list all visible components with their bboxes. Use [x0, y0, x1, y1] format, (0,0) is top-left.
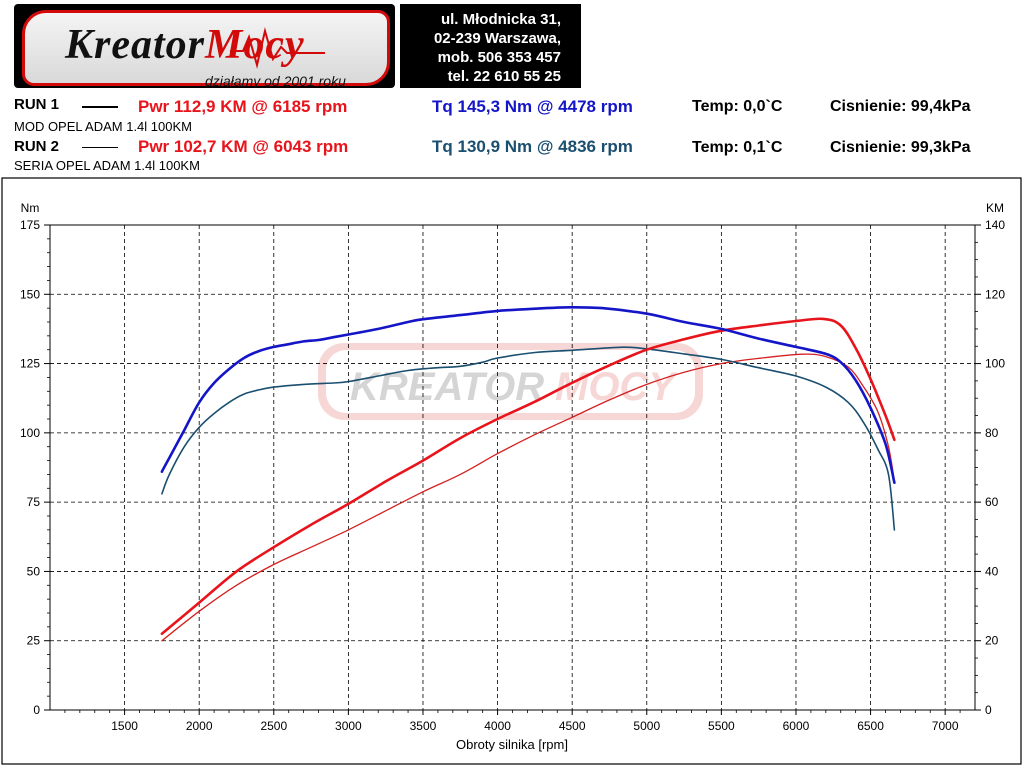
x-tick-label-7000: 7000	[932, 719, 959, 733]
y-left-tick-label-175: 175	[20, 218, 40, 232]
curve-pwr-run-2	[161, 353, 896, 642]
x-tick-label-4000: 4000	[484, 719, 511, 733]
x-tick-label-5000: 5000	[633, 719, 660, 733]
contact-mobile: mob. 506 353 457	[437, 49, 561, 66]
logo-pulse-line-icon	[230, 27, 325, 69]
curve-tq-run-2	[161, 346, 896, 531]
run1-pressure: Cisnienie: 99,4kPa	[830, 98, 971, 115]
contact-address-line1: ul. Młodnicka 31,	[440, 11, 561, 28]
y-axis-right-label: KM	[986, 201, 1004, 215]
run1-torque-summary: Tq 145,3 Nm @ 4478 rpm	[432, 97, 633, 116]
run2-torque-summary: Tq 130,9 Nm @ 4836 rpm	[432, 137, 633, 156]
plot-area-border	[49, 224, 976, 711]
run2-power-summary: Pwr 102,7 KM @ 6043 rpm	[138, 137, 349, 156]
x-tick-label-2000: 2000	[186, 719, 213, 733]
chart-axes: 1500 2000 2500 3000 3500 4000 4500 5000 5500 6000…	[20, 218, 1005, 733]
logo-panel: KreatorMocy działamy od 2001 roku	[22, 10, 390, 88]
x-tick-label-1500: 1500	[111, 719, 138, 733]
curve-tq-run-1	[160, 305, 896, 484]
chart-frame	[1, 177, 1022, 765]
x-tick-label-6500: 6500	[857, 719, 884, 733]
y-left-tick-label-75: 75	[27, 495, 41, 509]
logo-slogan: działamy od 2001 roku	[205, 73, 346, 88]
kreator-mocy-logo: KreatorMocy działamy od 2001 roku	[14, 4, 395, 88]
run2-description: SERIA OPEL ADAM 1.4l 100KM	[14, 158, 200, 173]
y-right-tick-label-0: 0	[985, 703, 992, 717]
logo-word-kreator: Kreator	[65, 22, 206, 68]
y-axis-left-label: Nm	[21, 201, 40, 215]
run1-label: RUN 1	[14, 96, 60, 113]
run2-pressure: Cisnienie: 99,3kPa	[830, 139, 971, 156]
x-tick-label-3000: 3000	[335, 719, 362, 733]
contact-phone: tel. 22 610 55 25	[447, 68, 561, 85]
run1-legend-line	[82, 106, 118, 108]
run1-power-summary: Pwr 112,9 KM @ 6185 rpm	[138, 97, 348, 116]
run2-legend-line	[82, 147, 118, 148]
y-left-tick-label-125: 125	[20, 357, 40, 371]
run2-label: RUN 2	[14, 138, 60, 155]
contact-address-line2: 02-239 Warszawa,	[433, 30, 561, 47]
y-right-tick-label-20: 20	[985, 634, 999, 648]
x-tick-label-3500: 3500	[410, 719, 437, 733]
chart-grid	[50, 225, 975, 710]
y-right-tick-label-100: 100	[985, 357, 1005, 371]
contact-panel: ul. Młodnicka 31, 02-239 Warszawa, mob. …	[400, 4, 581, 88]
y-left-tick-label-50: 50	[27, 564, 41, 578]
y-right-tick-label-120: 120	[985, 287, 1005, 301]
y-left-tick-label-25: 25	[27, 634, 41, 648]
x-tick-label-4500: 4500	[559, 719, 586, 733]
y-right-tick-label-60: 60	[985, 495, 999, 509]
x-tick-label-6000: 6000	[783, 719, 810, 733]
y-right-tick-label-80: 80	[985, 426, 999, 440]
run2-temp: Temp: 0,1`C	[692, 139, 783, 156]
logo-word-mocy: Mocy	[205, 22, 305, 68]
logo-wordmark: KreatorMocy	[65, 21, 305, 69]
y-left-tick-label-0: 0	[33, 703, 40, 717]
chart-watermark-logo: KREATOR MOCY	[318, 343, 703, 420]
svg-text:KREATOR: KREATOR	[350, 365, 544, 409]
curve-pwr-run-1	[160, 317, 896, 636]
svg-text:MOCY: MOCY	[555, 365, 678, 409]
y-left-tick-label-100: 100	[20, 426, 40, 440]
run1-temp: Temp: 0,0`C	[692, 98, 783, 115]
chart-curves	[160, 305, 896, 642]
x-tick-label-5500: 5500	[708, 719, 735, 733]
y-right-tick-label-140: 140	[985, 218, 1005, 232]
run1-description: MOD OPEL ADAM 1.4l 100KM	[14, 119, 192, 134]
x-axis-label: Obroty silnika [rpm]	[456, 737, 568, 752]
y-left-tick-label-150: 150	[20, 287, 40, 301]
y-right-tick-label-40: 40	[985, 564, 999, 578]
x-tick-label-2500: 2500	[260, 719, 287, 733]
